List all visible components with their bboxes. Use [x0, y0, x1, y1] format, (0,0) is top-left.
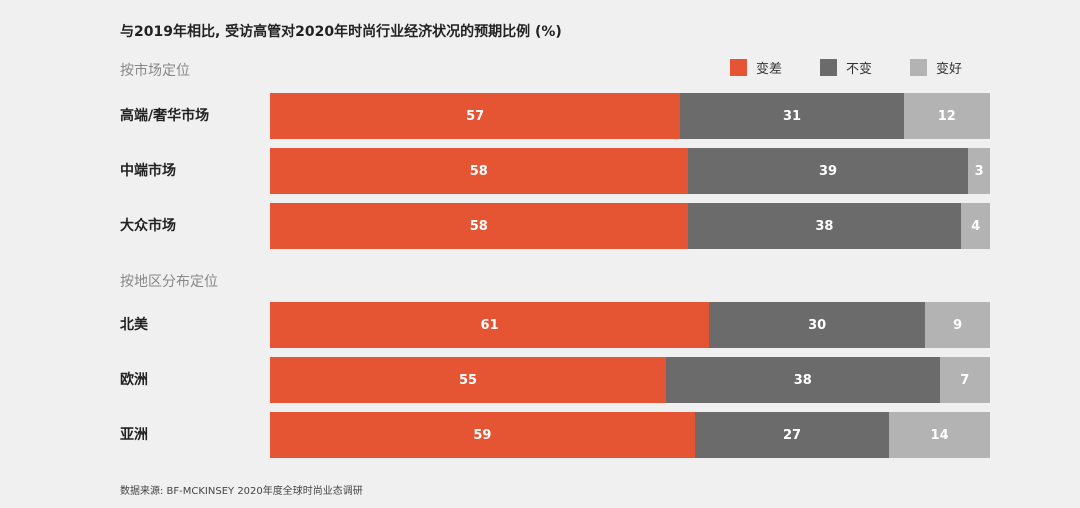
legend-swatch-same: [820, 59, 838, 76]
bar-segment-worse: 55: [270, 357, 666, 403]
bar-segment-better: 12: [903, 93, 990, 139]
data-label: 31: [782, 108, 802, 124]
legend-swatch-worse: [730, 59, 747, 76]
bar-segment-worse: 58: [270, 203, 688, 249]
row-label: 大众市场: [120, 218, 176, 234]
data-label: 38: [793, 372, 812, 388]
data-label: 7: [960, 372, 970, 388]
row-label: 北美: [120, 317, 148, 333]
legend-label-better: 变好: [936, 62, 963, 77]
data-label: 39: [818, 163, 838, 179]
data-label: 14: [930, 427, 949, 443]
stacked-bar: 58 39 3: [270, 148, 990, 194]
group-label-region: 按地区分布定位: [120, 274, 218, 290]
data-label: 4: [971, 218, 981, 234]
bar-segment-same: 31: [680, 93, 904, 139]
data-label: 58: [469, 163, 488, 179]
legend-item-same: 不变: [820, 58, 872, 77]
data-label: 27: [782, 427, 802, 443]
bar-segment-worse: 57: [270, 93, 681, 139]
source-note: 数据来源: BF-MCKINSEY 2020年度全球时尚业态调研: [120, 486, 363, 497]
legend-label-same: 不变: [846, 62, 873, 77]
bar-segment-same: 27: [694, 412, 890, 458]
legend-item-worse: 变差: [730, 58, 782, 77]
bar-segment-better: 14: [889, 412, 990, 458]
data-label: 57: [466, 108, 485, 124]
data-label: 55: [458, 372, 478, 388]
data-label: 30: [808, 317, 827, 333]
bar-segment-same: 30: [709, 302, 926, 348]
legend-item-better: 变好: [910, 58, 962, 77]
stacked-bar: 59 27 14: [270, 412, 990, 458]
bar-segment-better: 7: [939, 357, 990, 403]
data-label: 9: [953, 317, 963, 333]
data-label: 38: [815, 218, 834, 234]
bar-segment-same: 38: [666, 357, 940, 403]
stacked-bar: 57 31 12: [270, 93, 990, 139]
bar-segment-same: 38: [687, 203, 962, 249]
bar-segment-worse: 61: [270, 302, 710, 348]
row-label: 欧洲: [120, 372, 148, 388]
legend-label-worse: 变差: [756, 62, 783, 77]
row-label: 中端市场: [120, 163, 176, 179]
legend: 变差 不变 变好: [730, 58, 962, 77]
bar-segment-worse: 59: [270, 412, 695, 458]
group-label-market: 按市场定位: [120, 63, 190, 79]
bar-segment-better: 3: [968, 148, 990, 194]
stacked-bar: 55 38 7: [270, 357, 990, 403]
bar-segment-worse: 58: [270, 148, 688, 194]
bar-segment-better: 9: [925, 302, 990, 348]
bar-segment-better: 4: [961, 203, 990, 249]
chart-title: 与2019年相比, 受访高管对2020年时尚行业经济状况的预期比例 (%): [120, 24, 562, 40]
data-label: 59: [473, 427, 492, 443]
stacked-bar: 58 38 4: [270, 203, 990, 249]
legend-swatch-better: [910, 59, 928, 76]
data-label: 3: [974, 163, 984, 179]
data-label: 61: [480, 317, 499, 333]
row-label: 高端/奢华市场: [120, 108, 210, 124]
data-label: 12: [937, 108, 956, 124]
bar-segment-same: 39: [687, 148, 969, 194]
stacked-bar: 61 30 9: [270, 302, 990, 348]
data-label: 58: [469, 218, 488, 234]
row-label: 亚洲: [120, 427, 148, 443]
